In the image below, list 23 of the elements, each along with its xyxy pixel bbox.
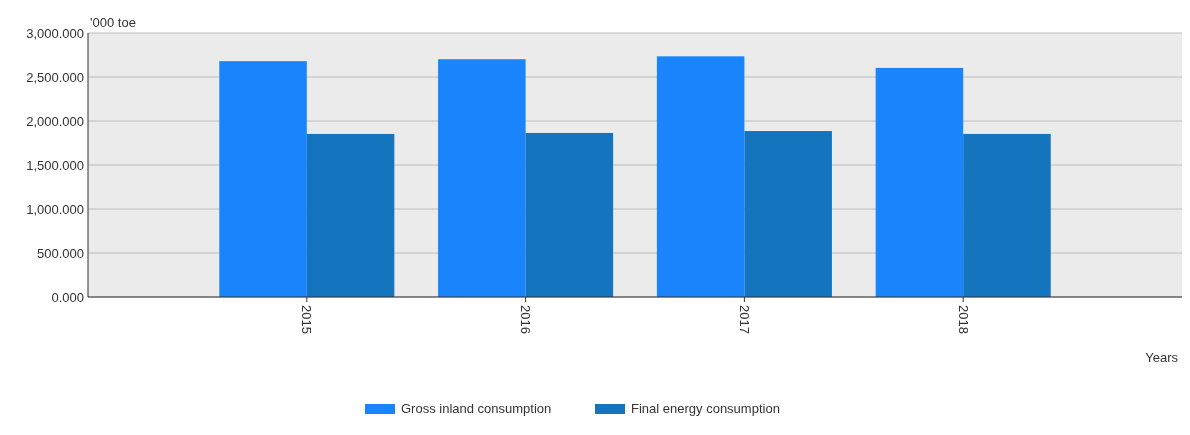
- y-tick-label: 500.000: [37, 245, 84, 261]
- bar: [219, 61, 307, 297]
- bar: [744, 131, 832, 297]
- bar: [438, 59, 526, 297]
- bar: [875, 67, 964, 297]
- x-tick-label: 2016: [518, 305, 534, 334]
- legend-label: Gross inland consumption: [401, 401, 552, 416]
- bar: [963, 133, 1051, 297]
- y-tick-label: 1,000.000: [26, 201, 84, 217]
- x-axis-title: Years: [1145, 350, 1179, 365]
- y-tick-label: 0.000: [51, 289, 84, 305]
- y-tick-label: 2,000.000: [26, 113, 84, 129]
- x-tick-label: 2018: [955, 305, 971, 334]
- y-tick-label: 1,500.000: [26, 157, 84, 173]
- x-tick-label: 2015: [299, 305, 315, 334]
- bar: [525, 132, 614, 297]
- bar: [656, 56, 745, 297]
- legend-label: Final energy consumption: [631, 401, 780, 416]
- bar: [306, 133, 395, 297]
- y-tick-label: 2,500.000: [26, 69, 84, 85]
- x-tick-label: 2017: [736, 305, 752, 334]
- y-tick-label: 3,000.000: [26, 25, 84, 41]
- y-axis-title: '000 toe: [90, 15, 136, 30]
